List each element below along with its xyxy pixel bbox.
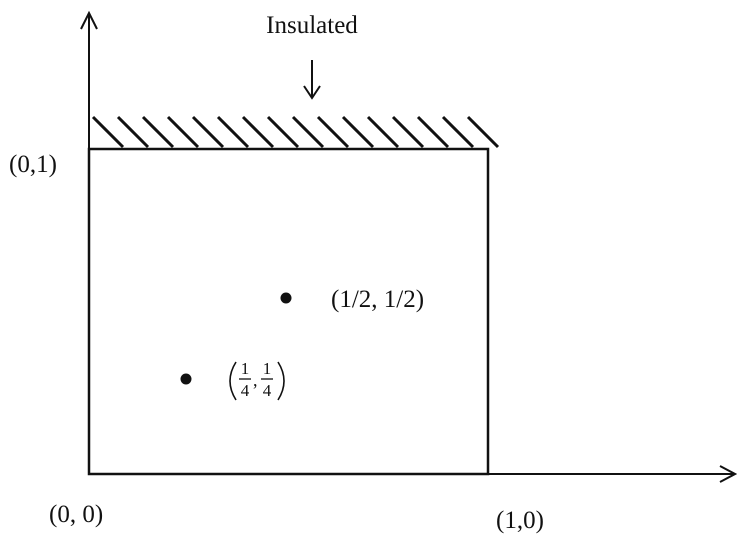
point-quarter-dot bbox=[180, 373, 192, 385]
point-quarter-label: 1 4 , 1 4 bbox=[229, 359, 285, 401]
left-paren bbox=[229, 361, 237, 401]
point-half-dot bbox=[280, 292, 292, 304]
hatch-mark bbox=[166, 115, 200, 149]
fraction-1-numerator: 1 bbox=[241, 359, 250, 378]
square-domain bbox=[87, 147, 490, 476]
hatch-mark bbox=[416, 115, 450, 149]
insulated-arrow bbox=[303, 60, 321, 100]
hatch-mark bbox=[391, 115, 425, 149]
hatch-mark bbox=[341, 115, 375, 149]
right-paren bbox=[277, 361, 285, 401]
hatch-mark bbox=[291, 115, 325, 149]
hatch-mark bbox=[191, 115, 225, 149]
fraction-1-denominator: 4 bbox=[241, 381, 250, 400]
hatch-mark bbox=[141, 115, 175, 149]
hatch-mark bbox=[266, 115, 300, 149]
x-axis-arrowhead bbox=[719, 465, 737, 483]
fraction-comma: , bbox=[253, 370, 258, 390]
hatch-mark bbox=[466, 115, 500, 149]
insulated-hatching bbox=[91, 115, 500, 149]
y-axis-arrowhead bbox=[80, 10, 98, 30]
hatch-mark bbox=[241, 115, 275, 149]
point-half-label: (1/2, 1/2) bbox=[331, 286, 424, 313]
hatch-mark bbox=[316, 115, 350, 149]
hatch-mark bbox=[116, 115, 150, 149]
origin-label: (0, 0) bbox=[49, 501, 103, 528]
fraction-2-denominator: 4 bbox=[263, 381, 272, 400]
hatch-mark bbox=[441, 115, 475, 149]
hatch-mark bbox=[366, 115, 400, 149]
bottom-right-corner-label: (1,0) bbox=[496, 507, 544, 534]
hatch-mark bbox=[216, 115, 250, 149]
fraction-2-numerator: 1 bbox=[263, 359, 272, 378]
top-left-corner-label: (0,1) bbox=[9, 151, 57, 178]
insulated-label: Insulated bbox=[266, 12, 358, 39]
hatch-mark bbox=[91, 115, 125, 149]
